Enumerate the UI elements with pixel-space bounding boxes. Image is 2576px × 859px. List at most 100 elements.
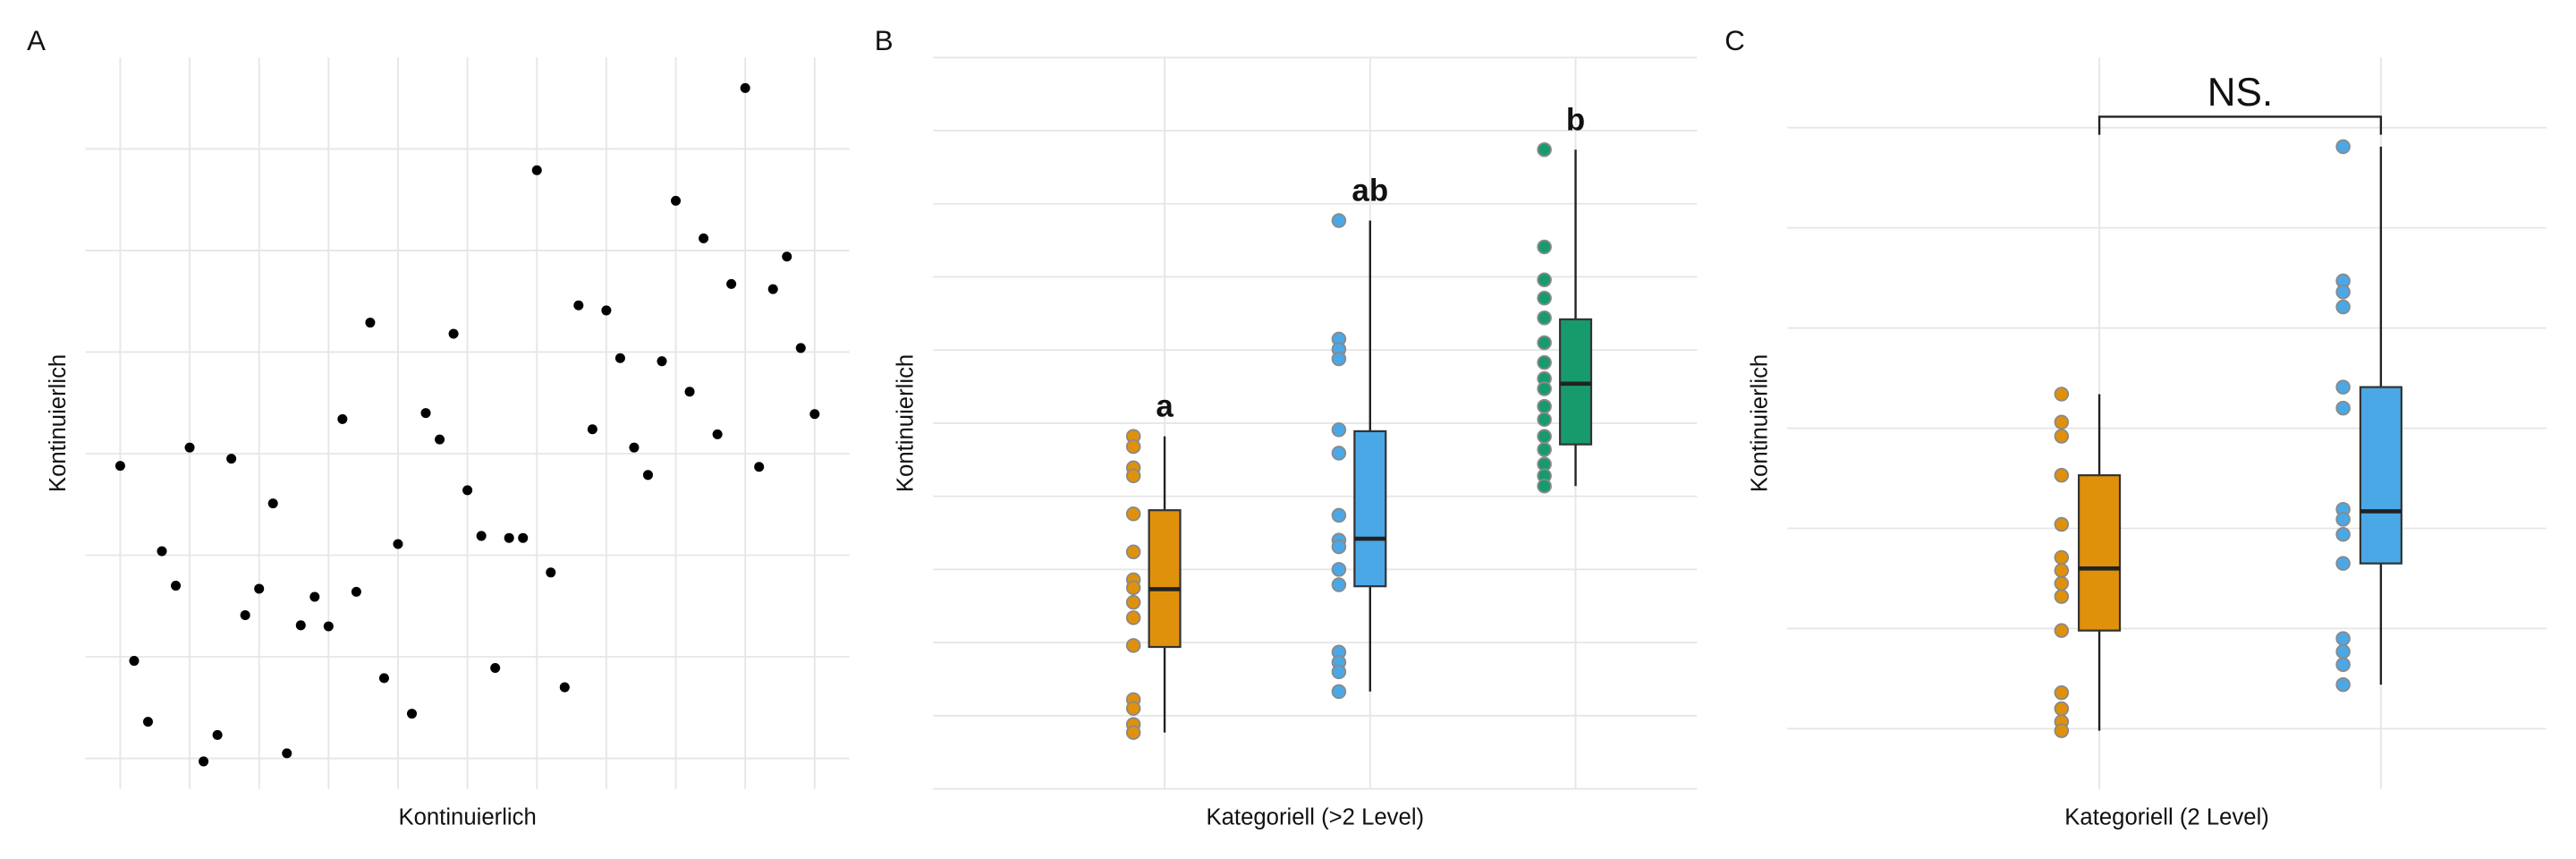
- point: [2335, 512, 2351, 527]
- point: [420, 408, 431, 419]
- point: [2054, 723, 2070, 738]
- point: [282, 748, 292, 759]
- x-axis-label: Kategoriell (>2 Level): [1206, 804, 1424, 829]
- point: [782, 251, 792, 262]
- point: [393, 539, 403, 549]
- point: [1331, 507, 1347, 523]
- point: [378, 673, 389, 684]
- point: [754, 462, 765, 472]
- point: [2054, 516, 2070, 532]
- point: [184, 442, 195, 453]
- point: [295, 620, 306, 631]
- point: [199, 756, 209, 767]
- point: [573, 300, 584, 310]
- point: [1125, 438, 1141, 455]
- point: [1537, 141, 1552, 157]
- group-label: a: [1156, 389, 1174, 424]
- point: [1537, 478, 1552, 494]
- x-axis-label: Kontinuierlich: [398, 804, 536, 829]
- point: [1537, 290, 1552, 306]
- point: [1125, 610, 1141, 625]
- point: [2335, 139, 2351, 155]
- point: [1537, 442, 1552, 457]
- point: [267, 498, 278, 509]
- point: [2054, 467, 2070, 483]
- point: [1537, 272, 1552, 288]
- point: [1331, 422, 1347, 438]
- point: [1537, 335, 1552, 351]
- box: [1148, 509, 1182, 649]
- point: [365, 318, 376, 328]
- y-axis-label: Kontinuierlich: [894, 354, 919, 492]
- significance-label: NS.: [2207, 71, 2273, 115]
- point: [142, 717, 153, 727]
- point: [1331, 446, 1347, 461]
- point: [337, 413, 348, 424]
- group-label: ab: [1352, 174, 1388, 208]
- point: [1537, 310, 1552, 326]
- point: [212, 729, 223, 740]
- point: [504, 532, 514, 543]
- point: [795, 343, 806, 353]
- point: [1537, 354, 1552, 370]
- point: [546, 567, 556, 578]
- box: [2078, 474, 2122, 632]
- point: [1125, 701, 1141, 716]
- point: [1331, 539, 1347, 555]
- point: [114, 461, 125, 472]
- point: [2054, 414, 2070, 430]
- point: [2335, 400, 2351, 416]
- point: [2335, 379, 2351, 395]
- point: [2054, 563, 2070, 578]
- panel-letter: B: [875, 25, 894, 56]
- point: [476, 531, 487, 541]
- point: [712, 429, 723, 439]
- point: [171, 581, 182, 591]
- point: [240, 609, 250, 620]
- y-axis-label: Kontinuierlich: [46, 354, 71, 492]
- point: [1331, 213, 1347, 228]
- point: [657, 356, 667, 367]
- group-label: b: [1566, 102, 1585, 137]
- point: [726, 278, 737, 289]
- point: [2335, 556, 2351, 571]
- point: [1537, 398, 1552, 414]
- point: [2054, 701, 2070, 717]
- point: [309, 591, 320, 602]
- point: [2054, 387, 2070, 402]
- point: [684, 387, 695, 397]
- point: [1537, 239, 1552, 255]
- point: [1537, 381, 1552, 396]
- point: [2335, 631, 2351, 646]
- point: [1125, 544, 1141, 560]
- point: [642, 470, 653, 481]
- x-axis-label: Kategoriell (2 Level): [2064, 804, 2269, 829]
- point: [254, 583, 265, 594]
- box: [2359, 386, 2402, 565]
- box: [1353, 430, 1387, 588]
- point: [2335, 299, 2351, 315]
- point: [1125, 594, 1141, 610]
- point: [323, 621, 334, 632]
- point: [1331, 351, 1347, 367]
- point: [1331, 684, 1347, 700]
- point: [2054, 589, 2070, 604]
- point: [740, 82, 750, 93]
- point: [1125, 580, 1141, 596]
- point: [462, 485, 473, 496]
- point: [435, 434, 445, 445]
- point: [406, 709, 418, 719]
- point: [699, 233, 709, 243]
- point: [1331, 664, 1347, 680]
- point: [2335, 676, 2351, 693]
- point: [2335, 284, 2351, 300]
- point: [1125, 506, 1141, 522]
- point: [601, 305, 612, 316]
- point: [767, 284, 778, 294]
- point: [614, 353, 625, 363]
- point: [2335, 657, 2351, 673]
- point: [490, 662, 501, 674]
- point: [2054, 429, 2070, 444]
- point: [1331, 562, 1347, 577]
